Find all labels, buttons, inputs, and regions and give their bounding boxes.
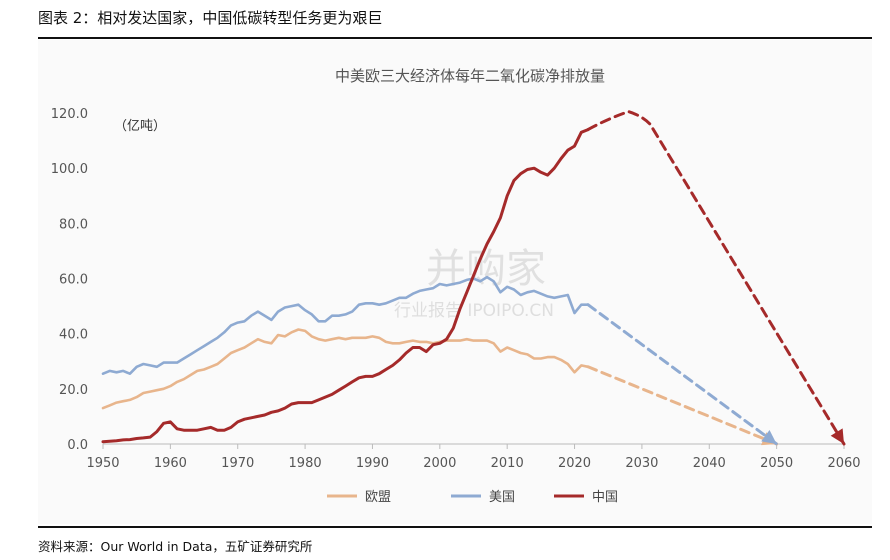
chart-panel: 中美欧三大经济体每年二氧化碳净排放量 （亿吨） 并购家 行业报告 IPOIPO.… <box>38 40 872 524</box>
eu-projection-line <box>586 365 779 446</box>
axes: 1950 1960 1970 1980 1990 2000 2010 2020 2030 2040… <box>51 107 861 471</box>
x-tick-label: 1950 <box>86 456 119 471</box>
watermark: 并购家 行业报告 IPOIPO.CN <box>394 246 554 321</box>
y-tick-label: 60.0 <box>59 273 88 288</box>
x-tick-label: 2020 <box>558 456 591 471</box>
series-layer <box>101 110 846 446</box>
source-note: 资料来源：Our World in Data，五矿证券研究所 <box>38 539 313 554</box>
x-tick-label: 2030 <box>625 456 658 471</box>
x-tick-label: 1990 <box>356 456 389 471</box>
x-tick-label: 1960 <box>154 456 187 471</box>
y-tick-label: 100.0 <box>51 162 88 177</box>
x-tick-label: 2040 <box>693 456 726 471</box>
us-projection-line <box>586 303 779 446</box>
legend-label-eu: 欧盟 <box>365 490 391 505</box>
legend-label-us: 美国 <box>489 490 515 505</box>
china-history-line <box>101 128 590 444</box>
x-tick-label: 1980 <box>289 456 322 471</box>
y-tick-label: 40.0 <box>59 328 88 343</box>
x-tick-label: 1970 <box>221 456 254 471</box>
us-history-line <box>101 275 590 376</box>
chart-title: 中美欧三大经济体每年二氧化碳净排放量 <box>335 67 605 85</box>
unit-label: （亿吨） <box>114 119 166 134</box>
eu-history-line <box>101 328 590 410</box>
y-tick-label: 0.0 <box>67 438 88 453</box>
x-tick-label: 2000 <box>423 456 456 471</box>
x-tick-label: 2060 <box>827 456 860 471</box>
watermark-sub: 行业报告 IPOIPO.CN <box>394 301 554 321</box>
china-arrowhead <box>830 428 844 444</box>
china-projection-line <box>586 110 846 446</box>
y-tick-label: 120.0 <box>51 107 88 122</box>
legend: 欧盟 美国 中国 <box>327 490 618 505</box>
y-tick-label: 80.0 <box>59 217 88 232</box>
bottom-rule <box>38 526 872 528</box>
figure-title: 图表 2：相对发达国家，中国低碳转型任务更为艰巨 <box>38 9 383 27</box>
top-rule <box>38 37 872 39</box>
y-tick-label: 20.0 <box>59 383 88 398</box>
co2-emissions-chart: 中美欧三大经济体每年二氧化碳净排放量 （亿吨） 并购家 行业报告 IPOIPO.… <box>51 67 861 505</box>
legend-label-china: 中国 <box>592 490 618 505</box>
x-tick-label: 2010 <box>491 456 524 471</box>
us-arrowhead <box>761 430 777 444</box>
x-tick-label: 2050 <box>760 456 793 471</box>
